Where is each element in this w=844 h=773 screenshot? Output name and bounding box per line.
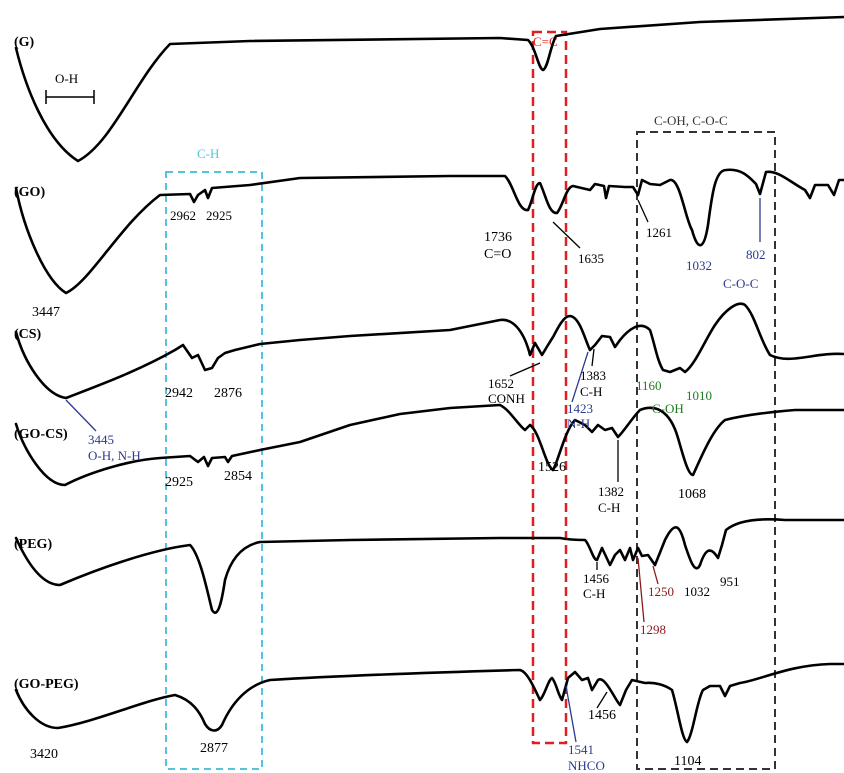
peak-label: 3445 xyxy=(88,432,114,447)
peak-label: 1298 xyxy=(640,622,666,637)
peak-label: CONH xyxy=(488,391,525,406)
peak-label: C-H xyxy=(583,586,605,601)
series-label-gocs: (GO-CS) xyxy=(14,427,68,442)
series-line-cs xyxy=(14,302,844,400)
leader-1250 xyxy=(652,565,659,585)
peak-label: 1423 xyxy=(567,401,593,416)
series-label-go: (GO) xyxy=(14,185,45,200)
peak-label: 1010 xyxy=(686,388,712,403)
peak-label: 3420 xyxy=(30,747,58,762)
peak-label: 2942 xyxy=(165,386,193,401)
peak-label: 1032 xyxy=(684,584,710,599)
leader-1261 xyxy=(637,199,649,223)
series-line-gocs xyxy=(14,403,844,487)
peak-label: 1032 xyxy=(686,258,712,273)
peak-label: 1541 xyxy=(568,742,594,757)
peak-label: C-H xyxy=(580,384,602,399)
series-label-cs: (CS) xyxy=(14,327,42,342)
peak-label: 2925 xyxy=(206,208,232,223)
series-line-gopeg xyxy=(14,662,844,744)
peak-label: 1383 xyxy=(580,368,606,383)
leader-1456-gopeg xyxy=(596,691,608,709)
peak-label: C-O-C xyxy=(723,276,758,291)
region-box-ch xyxy=(165,171,263,770)
peak-label: 1068 xyxy=(678,487,706,502)
peak-label: 2925 xyxy=(165,475,193,490)
peak-label: 1635 xyxy=(578,251,604,266)
peak-label: 951 xyxy=(720,574,740,589)
peak-label: C=O xyxy=(484,247,511,262)
peak-label: 1526 xyxy=(538,460,566,475)
peak-label: 1652 xyxy=(488,376,514,391)
peak-label: O-H, N-H xyxy=(88,448,141,463)
peak-label: 1382 xyxy=(598,484,624,499)
leader-1541 xyxy=(565,685,577,743)
series-label-peg: (PEG) xyxy=(14,537,52,552)
leader-1298 xyxy=(637,557,645,623)
leader-1423 xyxy=(571,351,589,403)
peak-label: 802 xyxy=(746,247,766,262)
peak-label: NHCO xyxy=(568,758,605,773)
leader-1652 xyxy=(509,362,541,377)
peak-label: 2854 xyxy=(224,469,252,484)
region-box-cc xyxy=(531,30,568,745)
peak-label: 3447 xyxy=(32,305,60,320)
region-label-coh-coc: C-OH, C-O-C xyxy=(654,113,728,128)
oh-bracket xyxy=(45,90,95,104)
region-box-coh-coc xyxy=(636,131,776,770)
leader-1635 xyxy=(552,221,581,249)
peak-label: C-H xyxy=(598,500,620,515)
peak-label: C-OH xyxy=(652,401,684,416)
peak-label: 2876 xyxy=(214,386,242,401)
peak-label: 1736 xyxy=(484,230,512,245)
peak-label: 2877 xyxy=(200,741,228,756)
series-line-peg xyxy=(14,518,844,614)
peak-label: 1456 xyxy=(588,708,616,723)
region-label-ch: C-H xyxy=(197,146,219,161)
series-line-g xyxy=(14,15,844,163)
series-line-go xyxy=(14,168,844,295)
leader-3445 xyxy=(65,399,97,432)
peak-label: 1250 xyxy=(648,584,674,599)
series-label-gopeg: (GO-PEG) xyxy=(14,677,79,692)
peak-label: 1261 xyxy=(646,225,672,240)
peak-label: 1104 xyxy=(674,754,701,769)
peak-label: 1160 xyxy=(636,378,662,393)
peak-label: 1456 xyxy=(583,571,610,586)
peak-label: N-H xyxy=(567,416,590,431)
peak-label: 2962 xyxy=(170,208,196,223)
peak-label: O-H xyxy=(55,71,78,86)
leader-1383 xyxy=(591,348,595,367)
series-label-g: (G) xyxy=(14,35,35,50)
